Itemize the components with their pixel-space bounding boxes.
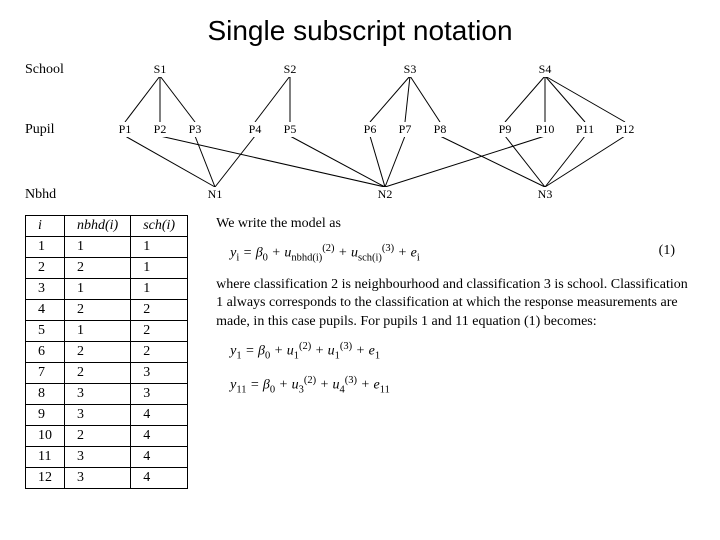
table-header: nbhd(i) xyxy=(65,216,131,237)
pupil-node: P3 xyxy=(188,122,203,137)
table-header: sch(i) xyxy=(131,216,188,237)
nbhd-node: N2 xyxy=(377,187,394,202)
index-table: inbhd(i)sch(i) 1112213114225126227238339… xyxy=(25,215,188,489)
pupil-node: P2 xyxy=(153,122,168,137)
school-node: S4 xyxy=(538,62,553,77)
pupil-node: P10 xyxy=(535,122,556,137)
pupil-node: P9 xyxy=(498,122,513,137)
table-row: 221 xyxy=(26,258,188,279)
pupil-label: Pupil xyxy=(25,122,55,138)
table-row: 1134 xyxy=(26,447,188,468)
pupil-node: P1 xyxy=(118,122,133,137)
table-row: 934 xyxy=(26,405,188,426)
nbhd-label: Nbhd xyxy=(25,187,56,203)
table-row: 512 xyxy=(26,321,188,342)
explanation-text: We write the model as yi = β0 + unbhd(i)… xyxy=(216,215,695,407)
pupil-node: P7 xyxy=(398,122,413,137)
pupil-node: P12 xyxy=(615,122,636,137)
table-row: 833 xyxy=(26,384,188,405)
hierarchy-diagram: School Pupil Nbhd S1 S2 S3 S4 P1 P2 P3 P4 P5 P6 P7… xyxy=(25,57,705,207)
school-label: School xyxy=(25,62,64,78)
table-row: 111 xyxy=(26,237,188,258)
pupil-node: P11 xyxy=(575,122,595,137)
table-header: i xyxy=(26,216,65,237)
table-row: 422 xyxy=(26,300,188,321)
pupil-node: P8 xyxy=(433,122,448,137)
table-row: 1234 xyxy=(26,468,188,489)
school-node: S1 xyxy=(153,62,168,77)
page-title: Single subscript notation xyxy=(25,15,695,47)
table-row: 1024 xyxy=(26,426,188,447)
pupil-node: P6 xyxy=(363,122,378,137)
intro-line: We write the model as xyxy=(216,215,695,234)
school-node: S3 xyxy=(403,62,418,77)
where-paragraph: where classification 2 is neighbourhood … xyxy=(216,276,695,333)
pupil-node: P4 xyxy=(248,122,263,137)
pupil-node: P5 xyxy=(283,122,298,137)
table-row: 723 xyxy=(26,363,188,384)
nbhd-node: N3 xyxy=(537,187,554,202)
equation-y11: y11 = β0 + u3(2) + u4(3) + e11 xyxy=(230,374,695,398)
equation-y1: y1 = β0 + u1(2) + u1(3) + e1 xyxy=(230,340,695,364)
school-node: S2 xyxy=(283,62,298,77)
table-row: 622 xyxy=(26,342,188,363)
nbhd-node: N1 xyxy=(207,187,224,202)
equation-1: yi = β0 + unbhd(i)(2) + usch(i)(3) + ei … xyxy=(230,242,695,266)
table-row: 311 xyxy=(26,279,188,300)
